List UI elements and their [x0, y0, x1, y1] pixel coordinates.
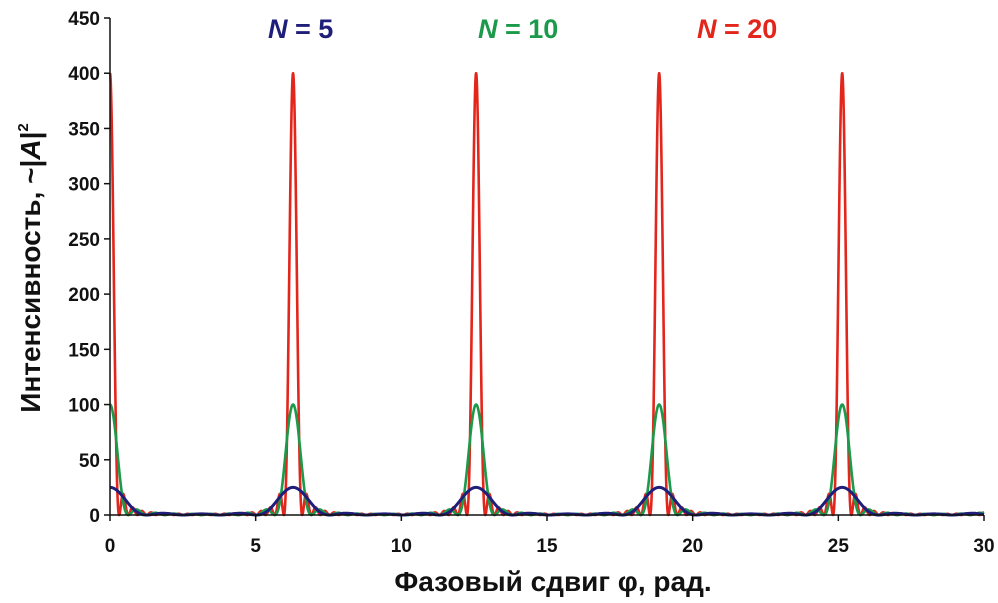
y-axis-title-main: Интенсивность, ~|: [15, 160, 46, 413]
legend-n20-rest: = 20: [717, 14, 778, 44]
x-tick-label: 0: [105, 536, 116, 557]
legend-n10-var: N: [478, 14, 498, 44]
x-tick-label: 25: [828, 536, 850, 557]
y-axis-title-var: A: [15, 139, 46, 160]
y-tick-label: 150: [68, 340, 100, 361]
legend-n5: N = 5: [268, 14, 333, 44]
legend-n10: N = 10: [478, 14, 558, 44]
legend-n20: N = 20: [697, 14, 777, 44]
legend-n20-var: N: [697, 14, 717, 44]
y-axis-title-sup: 2: [15, 123, 32, 131]
axes: [109, 18, 984, 516]
legend-n5-rest: = 5: [288, 14, 334, 44]
y-axis-title-tail: |: [15, 132, 46, 140]
y-tick-label: 350: [68, 119, 100, 140]
x-tick-label: 15: [536, 536, 558, 557]
legend: N = 5 N = 10 N = 20: [268, 14, 777, 44]
legend-n10-rest: = 10: [498, 14, 559, 44]
series-line-n20: [108, 71, 986, 517]
plot-lines: [108, 71, 986, 517]
x-tick-label: 5: [250, 536, 261, 557]
y-tick-label: 100: [68, 396, 100, 417]
y-tick-label: 300: [68, 175, 100, 196]
x-tick-label: 30: [973, 536, 994, 557]
x-tick-label: 20: [682, 536, 703, 557]
y-tick-label: 0: [89, 506, 100, 527]
x-axis-title: Фазовый сдвиг φ, рад.: [394, 566, 711, 597]
x-ticks: 0 5 10 15 20 25 30: [105, 515, 995, 557]
legend-n5-var: N: [268, 14, 288, 44]
y-tick-label: 50: [79, 451, 100, 472]
y-ticks: 0 50 100 150 200 250 300 350 400 450: [68, 9, 110, 527]
y-tick-label: 250: [68, 230, 100, 251]
y-tick-label: 200: [68, 285, 100, 306]
y-axis-title: Интенсивность, ~|A|2: [15, 123, 46, 413]
y-tick-label: 450: [68, 9, 100, 30]
x-tick-label: 10: [391, 536, 412, 557]
y-tick-label: 400: [68, 64, 100, 85]
